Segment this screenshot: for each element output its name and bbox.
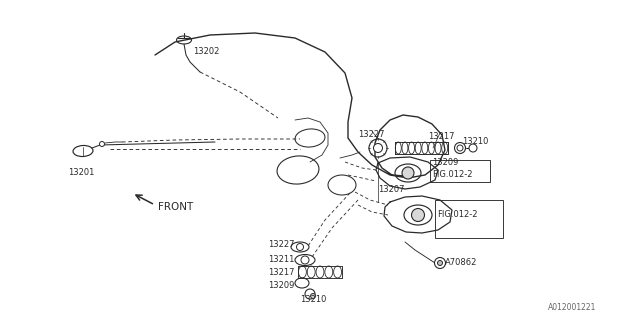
- Circle shape: [310, 293, 316, 299]
- Text: 13210: 13210: [462, 137, 488, 146]
- Text: 13209: 13209: [432, 158, 458, 167]
- Text: 13211: 13211: [268, 255, 294, 264]
- Text: A70862: A70862: [445, 258, 477, 267]
- Circle shape: [301, 256, 309, 264]
- Circle shape: [438, 260, 442, 266]
- Circle shape: [457, 145, 463, 151]
- Circle shape: [99, 141, 104, 147]
- Text: 13227: 13227: [268, 240, 294, 249]
- Text: 13217: 13217: [268, 268, 294, 277]
- Text: 13227: 13227: [358, 130, 385, 139]
- Text: FIG.012-2: FIG.012-2: [432, 170, 472, 179]
- Bar: [435, 200, 503, 238]
- Text: FRONT: FRONT: [158, 202, 193, 212]
- Text: 13210: 13210: [300, 295, 326, 304]
- Circle shape: [402, 167, 414, 179]
- Text: 13209: 13209: [268, 281, 294, 290]
- Text: 13201: 13201: [68, 168, 94, 177]
- Circle shape: [435, 258, 445, 268]
- Circle shape: [469, 144, 477, 152]
- Bar: [430, 160, 490, 182]
- Text: 13202: 13202: [193, 47, 220, 56]
- Text: 13217: 13217: [428, 132, 454, 141]
- Text: A012001221: A012001221: [548, 303, 596, 312]
- Circle shape: [296, 244, 303, 251]
- Text: FIG.012-2: FIG.012-2: [437, 210, 477, 219]
- Circle shape: [412, 209, 424, 221]
- Circle shape: [374, 143, 383, 153]
- Text: 13207: 13207: [378, 185, 404, 194]
- Circle shape: [305, 289, 315, 299]
